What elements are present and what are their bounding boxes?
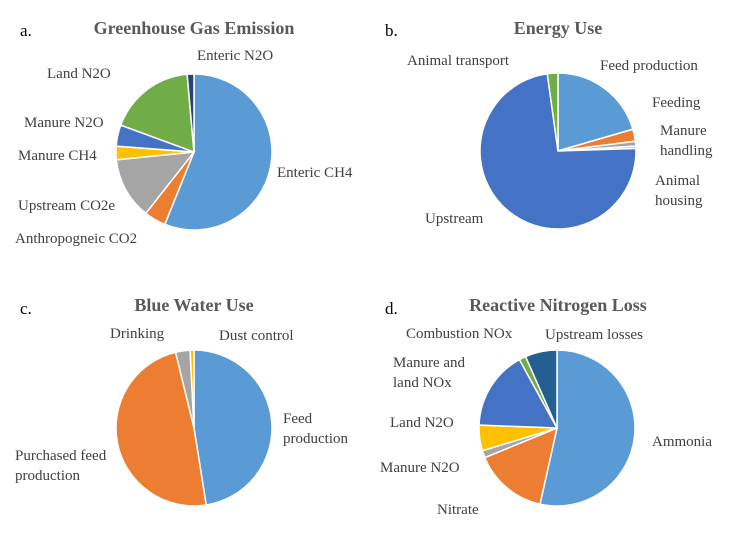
pie-chart-4: d. Reactive Nitrogen Loss Ammonia Nitrate Ma…: [380, 295, 712, 518]
panel-label: b.: [385, 21, 398, 40]
pie-slice-enteric-n2o: [186, 73, 195, 153]
slice-label: Drinking: [110, 326, 165, 342]
panel-label: c.: [20, 299, 32, 318]
chart-title: Blue Water Use: [134, 295, 253, 315]
pie-chart-2: b. Energy Use Feed production Feeding Manure…: [385, 18, 713, 230]
pie-slice-enteric-ch4: [163, 73, 273, 231]
pie-slice-upstream-co2e: [115, 151, 196, 215]
pie-slice-ammonia: [539, 349, 636, 507]
slice-label: Manure and land NOx: [393, 355, 466, 391]
slice-label: Upstream losses: [545, 327, 643, 343]
slice-label: Manure N2O: [380, 460, 460, 476]
slice-label: Land N2O: [390, 415, 454, 431]
pie-slice-feed-production: [557, 72, 634, 152]
slice-label: Upstream: [425, 211, 484, 227]
pie-slice-purchased-feed-production: [115, 351, 208, 507]
slice-label: Nitrate: [437, 502, 479, 518]
panel-label: d.: [385, 299, 398, 318]
slice-label: Manure CH4: [18, 148, 97, 164]
pie-slice-upstream: [479, 72, 637, 230]
slice-label: Feed production: [600, 58, 698, 74]
slice-label: Upstream CO2e: [18, 198, 115, 214]
pie-slice-nitrate: [483, 426, 559, 506]
slice-label: Enteric CH4: [277, 165, 353, 181]
slice-label: Manure handling: [660, 123, 713, 159]
slice-label: Animal transport: [407, 53, 510, 69]
slice-label: Feed production: [283, 411, 348, 447]
pie-slice-land-n2o: [119, 73, 195, 154]
slice-label: Manure N2O: [24, 115, 104, 131]
slice-label: Feeding: [652, 95, 701, 111]
chart-title: Greenhouse Gas Emission: [94, 18, 295, 38]
slice-label: Combustion NOx: [406, 326, 513, 342]
slice-label: Dust control: [219, 328, 294, 344]
slice-label: Animal housing: [655, 173, 703, 209]
pie-slice-animal-transport: [546, 72, 559, 152]
slice-label: Ammonia: [652, 434, 712, 450]
pie-slice-feed-production: [193, 349, 273, 506]
pie-slice-manure-and-land-nox: [478, 358, 559, 429]
pie-chart-1: a. Greenhouse Gas Emission Enteric CH4 Anth…: [15, 18, 353, 247]
slice-label: Enteric N2O: [197, 48, 273, 64]
pie-chart-3: c. Blue Water Use Feed production Purchased …: [15, 295, 348, 507]
slice-label: Anthropogneic CO2: [15, 231, 137, 247]
pie-slice-dust-control: [189, 349, 195, 429]
panel-label: a.: [20, 21, 32, 40]
pie-slice-upstream-losses: [524, 349, 558, 429]
slice-label: Land N2O: [47, 66, 111, 82]
chart-title: Reactive Nitrogen Loss: [469, 295, 647, 315]
slice-label: Purchased feed production: [15, 448, 107, 484]
chart-title: Energy Use: [514, 18, 603, 38]
